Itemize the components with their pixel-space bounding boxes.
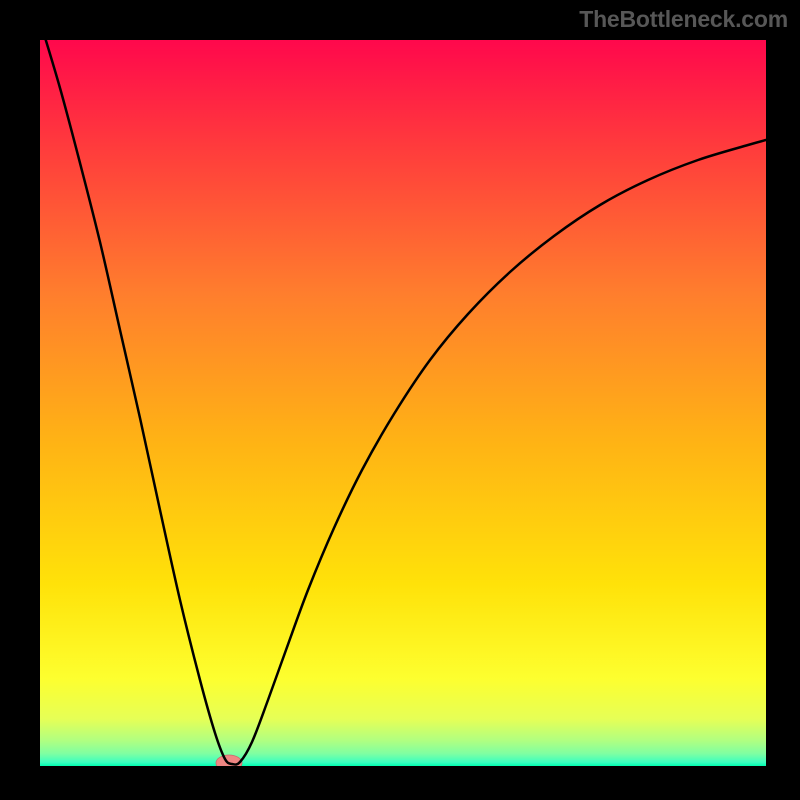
watermark-text: TheBottleneck.com bbox=[579, 6, 788, 33]
chart-frame: TheBottleneck.com bbox=[0, 0, 800, 800]
bottleneck-chart bbox=[0, 0, 800, 800]
plot-background-gradient bbox=[40, 40, 766, 766]
